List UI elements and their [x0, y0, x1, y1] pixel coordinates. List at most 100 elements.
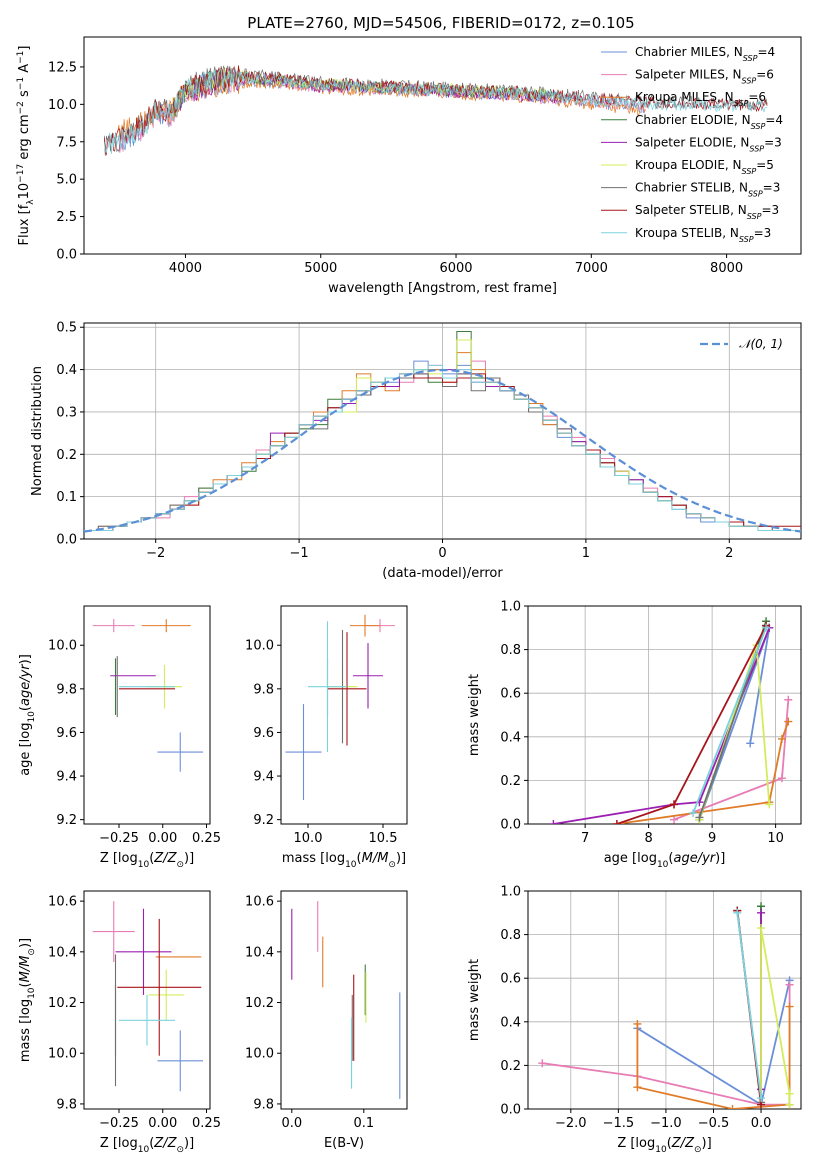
y-tick-label: 1.0	[500, 885, 521, 900]
chart-mass_vs_age: 10.0 10.5 9.2 9.4 9.6 9.8 10.0 mass [log10(M/M⊙…	[245, 605, 408, 870]
legend: Chabrier MILES, NSSP=4 Salpeter MILES, NS…	[601, 45, 783, 243]
legend-label: Kroupa ELODIE, NSSP=5	[635, 158, 774, 176]
errorbar-point	[141, 619, 191, 633]
weight-marker	[746, 739, 755, 748]
weight-marker	[785, 1100, 794, 1109]
y-tick-label: 10.0	[48, 98, 77, 113]
weight-marker	[762, 623, 771, 632]
x-tick-label: 10	[767, 831, 784, 846]
x-axis-label: mass [log10(M/M⊙)]	[282, 851, 406, 870]
y-tick-label: 10.4	[245, 945, 274, 960]
x-axis-label: Z [log10(Z/Z⊙)]	[100, 851, 194, 870]
y-axis-label: Normed distribution	[30, 366, 45, 496]
x-tick-label: 8	[644, 831, 652, 846]
y-tick-label: 10.2	[245, 996, 274, 1011]
x-tick-label: 4000	[169, 261, 202, 276]
spectrum-series	[103, 68, 768, 155]
y-axis-label: Flux [fλ10−17 erg cm−2 s−1 A−1]	[16, 46, 36, 246]
weight-marker	[757, 1094, 766, 1103]
x-tick-label: 0.25	[192, 831, 221, 846]
weight-marker	[670, 800, 679, 809]
plot-area	[549, 617, 793, 824]
y-tick-label: 0.8	[500, 643, 521, 658]
errorbar-point	[308, 621, 347, 753]
x-tick-label: 0	[438, 546, 446, 561]
weight-marker	[777, 774, 786, 783]
axes-frame	[83, 605, 211, 825]
weight-marker	[784, 717, 793, 726]
errorbar-point	[119, 994, 175, 1046]
x-axis-label: age [log10(age/yr)]	[604, 851, 726, 870]
histogram-series	[84, 364, 801, 532]
x-tick-label: 5000	[304, 261, 337, 276]
weight-series	[736, 912, 762, 1099]
x-tick-label: 0.0	[281, 1116, 302, 1131]
weight-marker	[728, 1105, 737, 1109]
plot-area	[92, 901, 203, 1092]
legend-label: Chabrier ELODIE, NSSP=4	[635, 113, 783, 131]
y-tick-label: 0.4	[500, 1015, 521, 1030]
errorbar-point	[157, 732, 203, 772]
y-tick-label: 0.0	[500, 1103, 521, 1118]
weight-marker	[757, 924, 766, 933]
y-tick-label: 5.0	[56, 173, 77, 188]
weight-series	[636, 1006, 791, 1109]
y-tick-label: 2.5	[56, 210, 77, 225]
x-tick-label: −2.0	[555, 1116, 587, 1131]
y-tick-label: 10.0	[245, 1047, 274, 1062]
x-tick-label: 0.0	[751, 1116, 772, 1131]
weight-marker	[785, 980, 794, 989]
y-tick-label: 0.2	[500, 774, 521, 789]
axes-frame	[83, 36, 802, 255]
axes-frame	[280, 890, 408, 1110]
y-tick-label: 10.2	[48, 996, 77, 1011]
y-tick-label: 0.3	[56, 405, 77, 420]
plot-area	[103, 65, 768, 156]
y-tick-label: 0.0	[56, 533, 77, 548]
chart-z_vs_mass: −0.25 0.00 0.25 9.8 10.0 10.2 10.4 10.6 Z [log10…	[18, 890, 221, 1155]
y-tick-label: 10.6	[245, 895, 274, 910]
chart-z_vs_weight: −2.0 −1.5 −1.0 −0.5 0.0 0.0 0.2 0.4 0.6 0.8 1.0 Z […	[467, 885, 802, 1155]
weight-marker	[612, 820, 621, 824]
errorbar-point	[117, 918, 202, 1056]
x-tick-label: 8000	[710, 261, 743, 276]
figure-title: PLATE=2760, MJD=54506, FIBERID=0172, z=0…	[247, 14, 634, 32]
spectrum-series	[103, 65, 768, 156]
x-axis-label: Z [log10(Z/Z⊙)]	[100, 1136, 194, 1155]
errorbar-point	[327, 632, 367, 746]
x-tick-label: −0.25	[99, 1116, 139, 1131]
legend-label: 𝒩(0, 1)	[739, 337, 783, 351]
y-tick-label: 0.0	[500, 818, 521, 833]
weight-marker	[633, 1083, 642, 1092]
x-axis-label: Z [log10(Z/Z⊙)]	[617, 1136, 711, 1155]
legend-label: Chabrier STELIB, NSSP=3	[635, 181, 780, 199]
x-tick-label: 0.00	[148, 1116, 177, 1131]
chart-age_vs_weight: 7 8 9 10 0.0 0.2 0.4 0.6 0.8 1.0 age [log10(age/yr…	[467, 600, 802, 870]
weight-marker	[633, 1019, 642, 1028]
errorbar-point	[157, 1030, 203, 1092]
weight-marker	[549, 820, 558, 824]
y-tick-label: 0.5	[56, 321, 77, 336]
y-tick-label: 9.8	[56, 682, 77, 697]
y-tick-label: 0.6	[500, 687, 521, 702]
x-tick-label: 1	[582, 546, 590, 561]
legend-label: Salpeter MILES, NSSP=6	[635, 68, 774, 86]
errorbar-point	[350, 614, 380, 637]
y-tick-label: 0.6	[500, 972, 521, 987]
x-tick-label: 7000	[575, 261, 608, 276]
weight-marker	[785, 1002, 794, 1011]
y-axis-label: mass weight	[467, 674, 482, 756]
errorbar-point	[92, 901, 135, 962]
axes-frame	[527, 890, 802, 1110]
x-tick-label: 2	[725, 546, 733, 561]
y-tick-label: 10.6	[48, 895, 77, 910]
x-tick-label: 9	[708, 831, 716, 846]
y-tick-label: 9.2	[56, 813, 77, 828]
y-tick-label: 1.0	[500, 600, 521, 615]
plot-area	[538, 902, 794, 1109]
chart-spectrum: 4000 5000 6000 7000 8000 0.0 2.5 5.0 7.5 10.0 12.5…	[16, 36, 802, 296]
chart-residuals: −2 −1 0 1 2 0.0 0.1 0.2 0.3 0.4 0.5 𝒩(0, 1) (data-mo…	[30, 321, 802, 581]
x-tick-label: 6000	[439, 261, 472, 276]
weight-marker	[689, 809, 698, 818]
y-tick-label: 9.8	[253, 682, 274, 697]
